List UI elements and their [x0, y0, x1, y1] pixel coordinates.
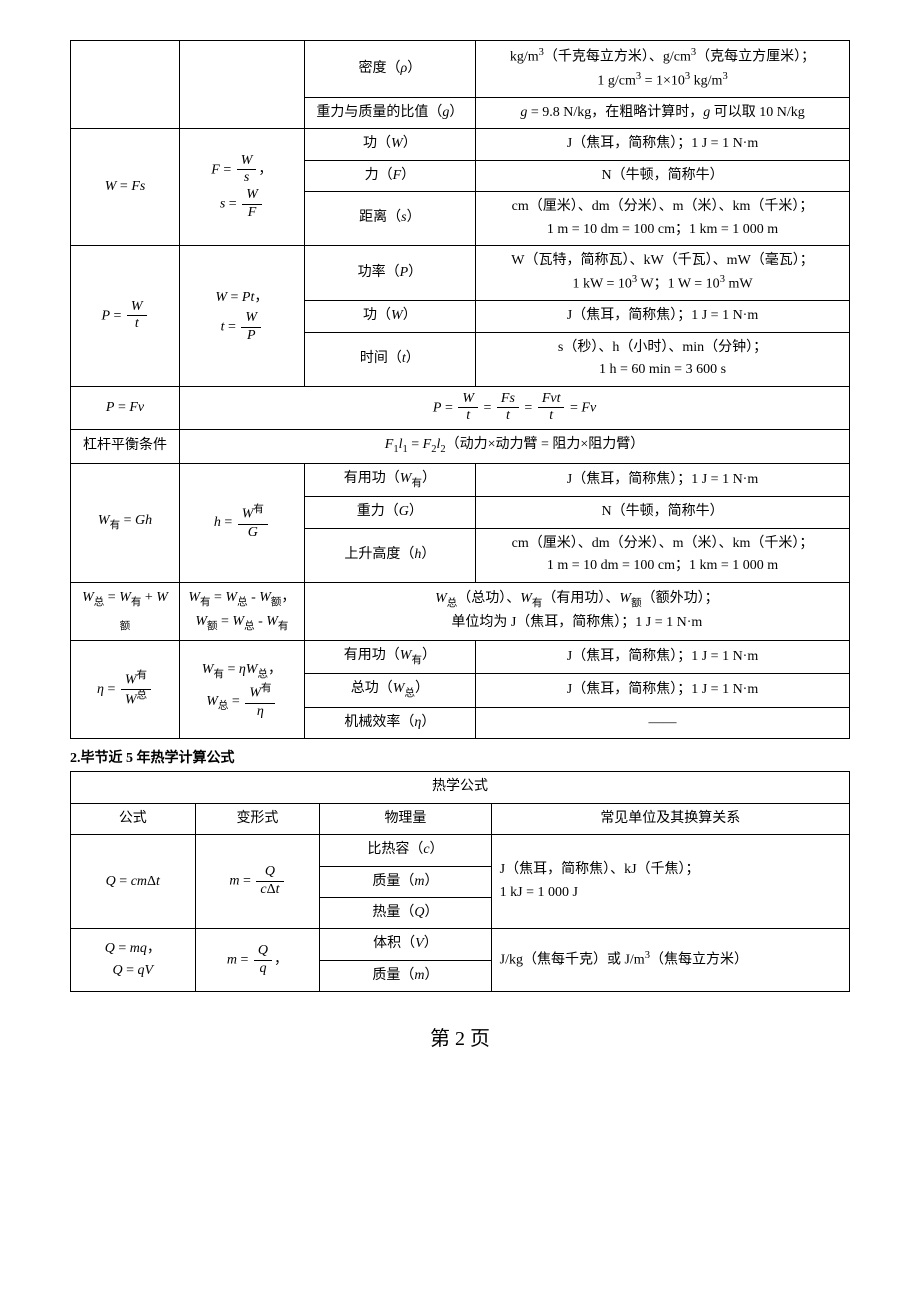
table-row: W总 = W有 + W额W有 = W总 - W额，W额 = W总 - W有W总（… — [71, 582, 850, 640]
table-cell: N（牛顿，简称牛） — [476, 497, 850, 528]
table-cell: 功率（P） — [304, 246, 475, 301]
table-cell: 公式 — [71, 803, 196, 834]
table-cell: J（焦耳，简称焦）、kJ（千焦）；1 kJ = 1 000 J — [491, 835, 849, 929]
section-2-title: 2.毕节近 5 年热学计算公式 — [70, 747, 850, 767]
table-cell: 重力与质量的比值（g） — [304, 98, 475, 129]
table-row: η = W有W总W有 = ηW总，W总 = W有η有用功（W有）J（焦耳，简称焦… — [71, 640, 850, 674]
table-cell: m = QcΔt — [195, 835, 320, 929]
table-cell: kg/m3（千克每立方米）、g/cm3（克每立方厘米）；1 g/cm3 = 1×… — [476, 41, 850, 98]
table-cell: g = 9.8 N/kg，在粗略计算时，g 可以取 10 N/kg — [476, 98, 850, 129]
table-cell: N（牛顿，简称牛） — [476, 160, 850, 191]
table-cell: 变形式 — [195, 803, 320, 834]
table-cell: 功（W） — [304, 129, 475, 160]
table-cell: F1l1 = F2l2（动力×动力臂 = 阻力×阻力臂） — [180, 430, 850, 464]
table-cell: s（秒）、h（小时）、min（分钟）；1 h = 60 min = 3 600 … — [476, 332, 850, 386]
table-cell: 质量（m） — [320, 866, 491, 897]
table-cell: cm（厘米）、dm（分米）、m（米）、km（千米）；1 m = 10 dm = … — [476, 528, 850, 582]
table-cell: J（焦耳，简称焦）；1 J = 1 N·m — [476, 129, 850, 160]
table-cell: h = W有G — [180, 463, 305, 582]
table-row: 密度（ρ）kg/m3（千克每立方米）、g/cm3（克每立方厘米）；1 g/cm3… — [71, 41, 850, 98]
table-cell: 功（W） — [304, 301, 475, 332]
table-cell: W有 = W总 - W额，W额 = W总 - W有 — [180, 582, 305, 640]
table-row: W = FsF = Ws，s = WF功（W）J（焦耳，简称焦）；1 J = 1… — [71, 129, 850, 160]
table-cell: 总功（W总） — [304, 674, 475, 708]
table-cell: W总 = W有 + W额 — [71, 582, 180, 640]
table-cell: 体积（V） — [320, 929, 491, 960]
physics-formulas-table-1: 密度（ρ）kg/m3（千克每立方米）、g/cm3（克每立方厘米）；1 g/cm3… — [70, 40, 850, 739]
table-cell: 杠杆平衡条件 — [71, 430, 180, 464]
table-cell: 常见单位及其换算关系 — [491, 803, 849, 834]
table-cell: J（焦耳，简称焦）；1 J = 1 N·m — [476, 674, 850, 708]
table-cell: —— — [476, 707, 850, 738]
table-cell: 重力（G） — [304, 497, 475, 528]
table-cell: J（焦耳，简称焦）；1 J = 1 N·m — [476, 301, 850, 332]
table-cell: 机械效率（η） — [304, 707, 475, 738]
table-cell: 有用功（W有） — [304, 463, 475, 497]
table-cell: 热量（Q） — [320, 897, 491, 928]
table-cell: W = Fs — [71, 129, 180, 246]
table-cell: W总（总功）、W有（有用功）、W额（额外功）；单位均为 J（焦耳，简称焦）；1 … — [304, 582, 849, 640]
table-cell: 距离（s） — [304, 192, 475, 246]
table-cell: 物理量 — [320, 803, 491, 834]
table-cell: W（瓦特，简称瓦）、kW（千瓦）、mW（毫瓦）；1 kW = 103 W；1 W… — [476, 246, 850, 301]
table-cell: P = Wt — [71, 246, 180, 387]
table-cell: Q = cmΔt — [71, 835, 196, 929]
table-header-row: 热学公式 — [71, 772, 850, 803]
table-cell: 质量（m） — [320, 960, 491, 991]
page-number: 第 2 页 — [70, 1022, 850, 1051]
table-cell: η = W有W总 — [71, 640, 180, 739]
table-cell: Q = mq，Q = qV — [71, 929, 196, 992]
table-cell — [71, 41, 180, 129]
table-cell: 有用功（W有） — [304, 640, 475, 674]
table-cell: P = Wt = Fst = Fvtt = Fv — [180, 386, 850, 430]
table-cell — [180, 41, 305, 129]
table-cell: 比热容（c） — [320, 835, 491, 866]
table-cell: m = Qq， — [195, 929, 320, 992]
table-row: P = WtW = Pt，t = WP功率（P）W（瓦特，简称瓦）、kW（千瓦）… — [71, 246, 850, 301]
table-cell: J（焦耳，简称焦）；1 J = 1 N·m — [476, 463, 850, 497]
table-row: Q = cmΔtm = QcΔt比热容（c）J（焦耳，简称焦）、kJ（千焦）；1… — [71, 835, 850, 866]
table-cell: 上升高度（h） — [304, 528, 475, 582]
table-cell: W = Pt，t = WP — [180, 246, 305, 387]
table-cell: J/kg（焦每千克）或 J/m3（焦每立方米） — [491, 929, 849, 992]
table-row: 杠杆平衡条件F1l1 = F2l2（动力×动力臂 = 阻力×阻力臂） — [71, 430, 850, 464]
table-cell: J（焦耳，简称焦）；1 J = 1 N·m — [476, 640, 850, 674]
table-cell: 时间（t） — [304, 332, 475, 386]
table-cell: 热学公式 — [71, 772, 850, 803]
table-cell: W有 = ηW总，W总 = W有η — [180, 640, 305, 739]
table-row: Q = mq，Q = qVm = Qq，体积（V）J/kg（焦每千克）或 J/m… — [71, 929, 850, 960]
table-row: W有 = Ghh = W有G有用功（W有）J（焦耳，简称焦）；1 J = 1 N… — [71, 463, 850, 497]
table-labels-row: 公式变形式物理量常见单位及其换算关系 — [71, 803, 850, 834]
table-cell: W有 = Gh — [71, 463, 180, 582]
thermal-formulas-table: 热学公式公式变形式物理量常见单位及其换算关系Q = cmΔtm = QcΔt比热… — [70, 771, 850, 992]
table-row: P = FvP = Wt = Fst = Fvtt = Fv — [71, 386, 850, 430]
table-cell: P = Fv — [71, 386, 180, 430]
table-cell: cm（厘米）、dm（分米）、m（米）、km（千米）；1 m = 10 dm = … — [476, 192, 850, 246]
table-cell: 力（F） — [304, 160, 475, 191]
table-cell: 密度（ρ） — [304, 41, 475, 98]
table-cell: F = Ws，s = WF — [180, 129, 305, 246]
